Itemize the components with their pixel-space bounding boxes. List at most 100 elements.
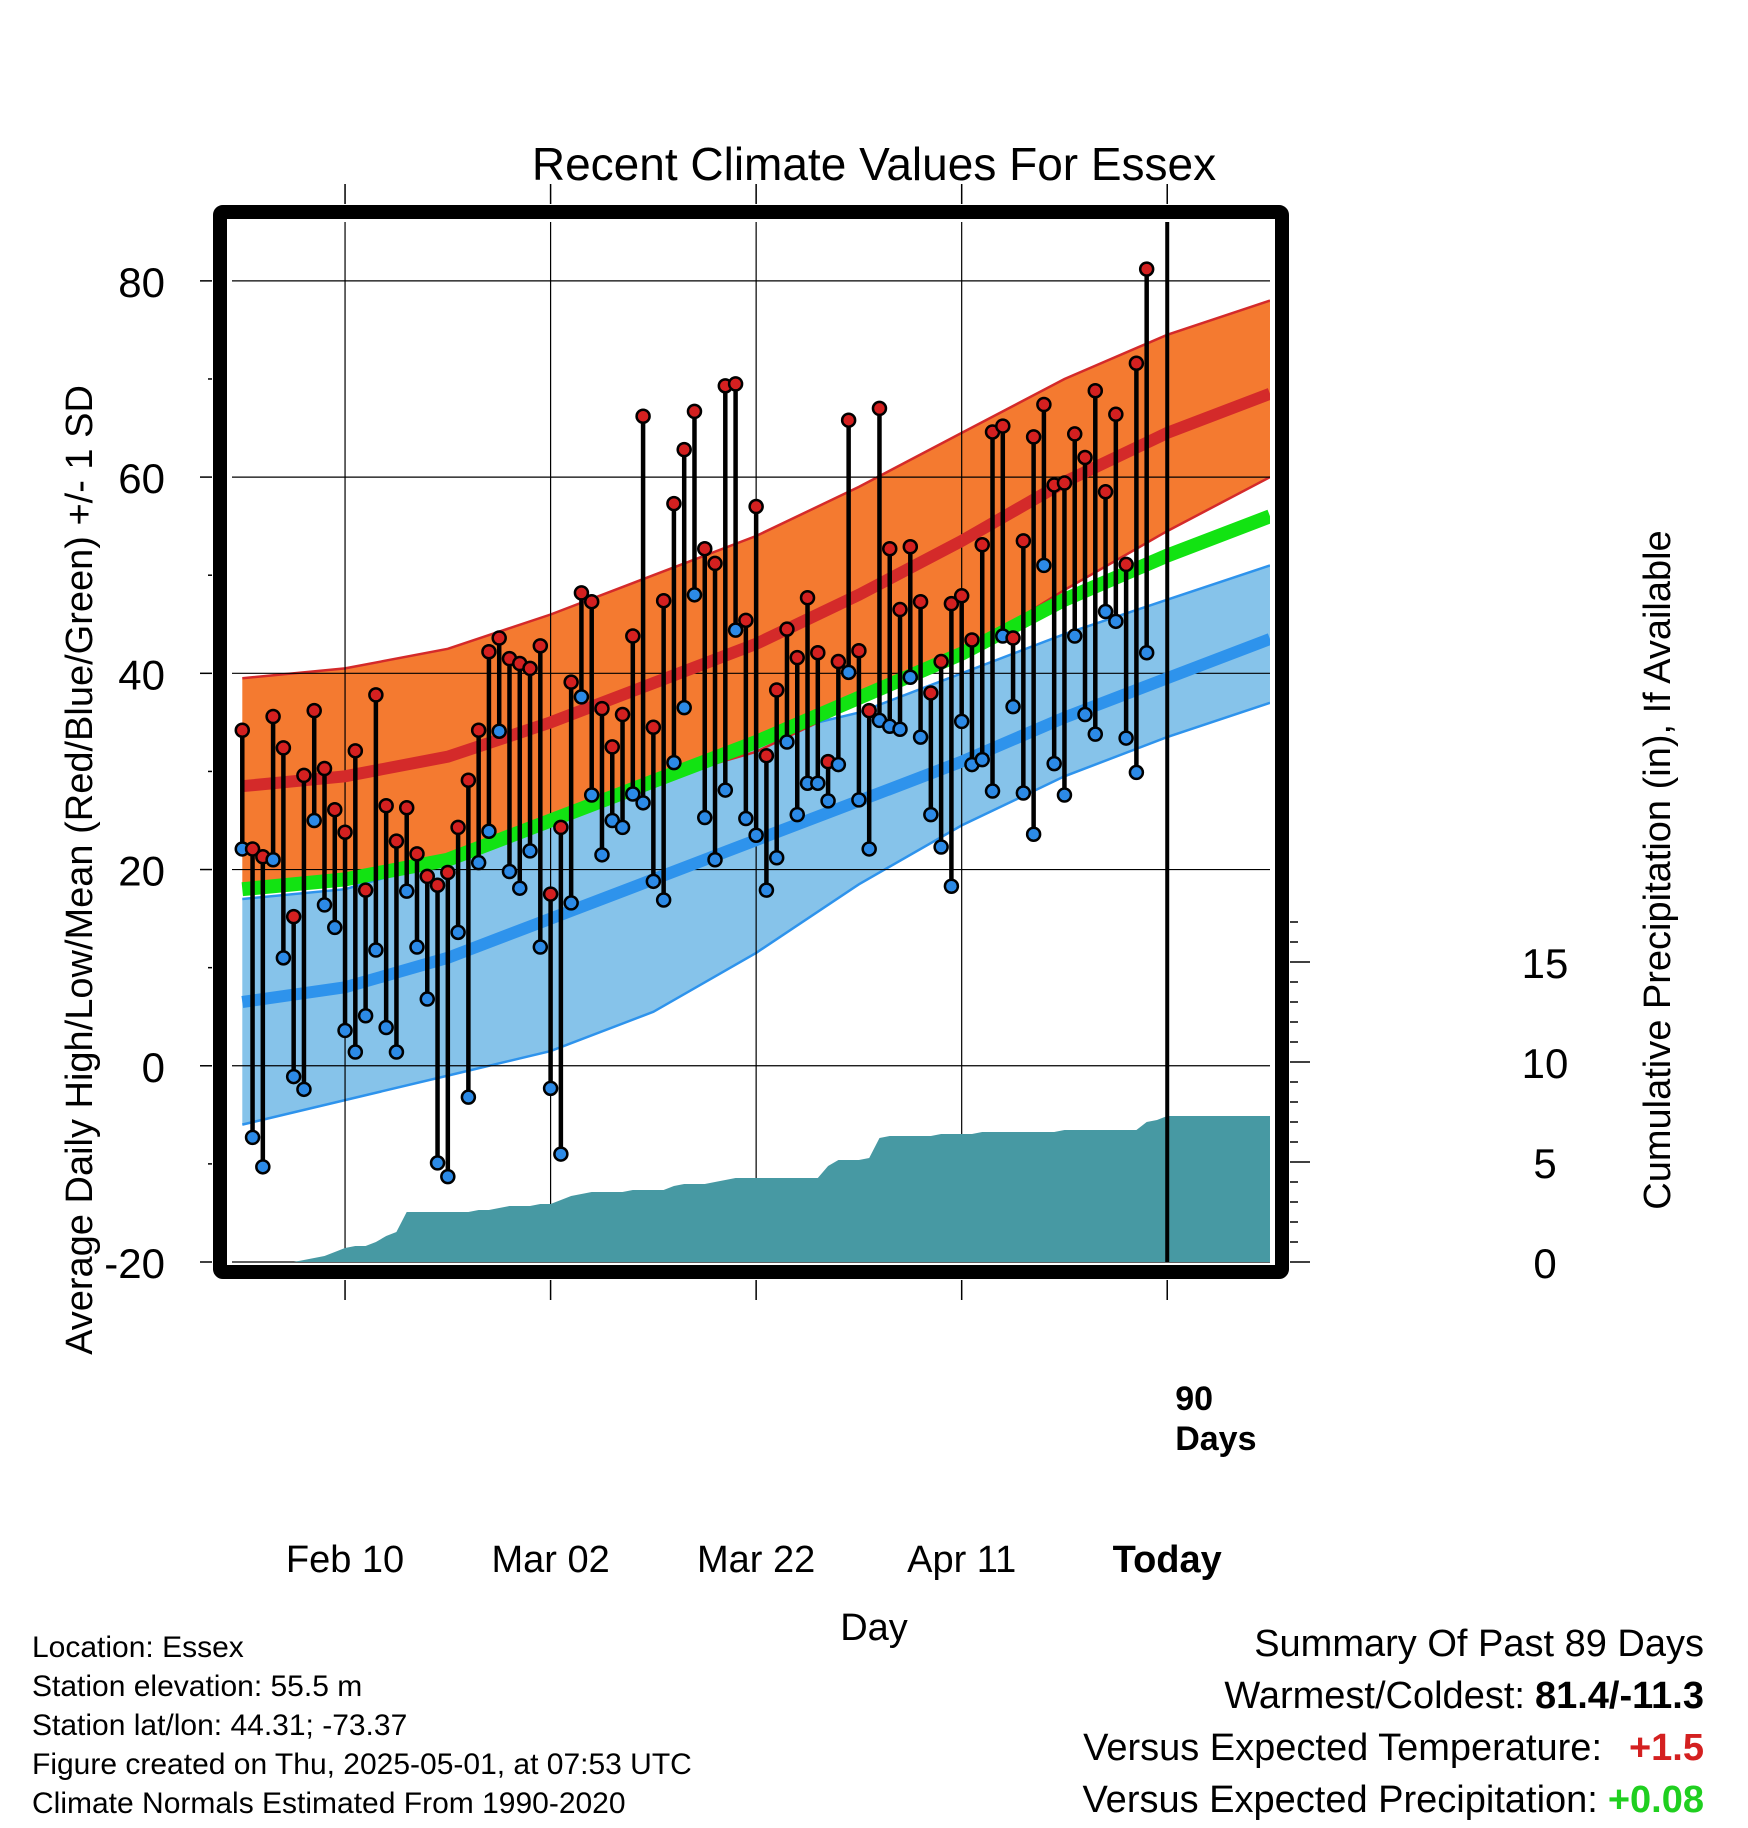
daily-low-point	[491, 723, 507, 739]
chart-title: Recent Climate Values For Essex	[532, 138, 1216, 190]
y-tick-label: 0	[142, 1044, 165, 1091]
daily-low-point	[1087, 726, 1104, 742]
daily-high-point	[450, 819, 466, 836]
daily-high-point	[1118, 556, 1134, 573]
daily-low-point	[337, 1022, 353, 1039]
daily-low-point	[902, 669, 919, 685]
daily-low-point	[892, 721, 908, 737]
daily-low-point	[244, 1129, 261, 1146]
daily-high-point	[738, 612, 754, 629]
x-tick-label: Apr 11	[907, 1539, 1016, 1581]
daily-high-point	[378, 798, 394, 814]
daily-high-point	[532, 638, 549, 654]
daily-high-point	[265, 708, 281, 725]
today-days-label-word: Days	[1175, 1420, 1256, 1458]
daily-high-point	[943, 595, 960, 612]
daily-low-point	[419, 991, 436, 1007]
daily-low-point	[1077, 706, 1093, 723]
daily-low-point	[707, 851, 723, 868]
daily-high-point	[666, 495, 682, 512]
y-tick-label: 40	[118, 651, 165, 698]
daily-high-point	[789, 649, 805, 666]
daily-low-point	[522, 843, 538, 859]
y-tick-label: 20	[118, 848, 165, 895]
daily-low-point	[1066, 628, 1083, 644]
daily-low-point	[1138, 644, 1155, 661]
x-axis-label: Day	[840, 1607, 908, 1649]
x-tick-label: Mar 02	[491, 1539, 609, 1581]
daily-high-point	[429, 877, 446, 893]
daily-low-point	[1005, 698, 1021, 715]
daily-high-point	[296, 767, 312, 784]
daily-high-point	[697, 540, 713, 557]
y-axis-label: Average Daily High/Low/Mean (Red/Blue/Gr…	[59, 385, 101, 1355]
daily-high-point	[563, 674, 579, 690]
daily-high-point	[779, 621, 795, 637]
daily-high-point	[810, 644, 826, 661]
daily-high-point	[902, 539, 919, 555]
x-tick-label: Feb 10	[286, 1539, 404, 1581]
daily-high-point	[953, 588, 970, 604]
daily-high-point	[1128, 355, 1145, 372]
daily-high-point	[1108, 406, 1124, 423]
daily-low-point	[676, 699, 692, 716]
y2-tick-label: 5	[1533, 1140, 1556, 1187]
created-text: Figure created on Thu, 2025-05-01, at 07…	[32, 1748, 692, 1781]
daily-low-point	[357, 1007, 374, 1024]
daily-low-point	[717, 782, 734, 798]
daily-low-point	[512, 880, 528, 896]
daily-low-point	[1097, 603, 1114, 620]
daily-high-point	[481, 643, 497, 660]
precip-anomaly-row: Versus Expected Precipitation: +0.08	[1082, 1774, 1704, 1826]
daily-high-point	[707, 555, 723, 572]
daily-low-point	[614, 819, 631, 836]
daily-high-point	[398, 799, 415, 816]
daily-high-point	[522, 660, 538, 677]
daily-high-point	[440, 864, 456, 881]
daily-high-point	[840, 412, 857, 428]
warm-cold-row: Warmest/Coldest: 81.4/-11.3	[1082, 1670, 1704, 1722]
precip-anomaly-value: +0.08	[1607, 1779, 1704, 1821]
daily-low-point	[296, 1081, 312, 1098]
daily-low-point	[573, 689, 590, 705]
daily-low-point	[1056, 787, 1073, 803]
warm-cold-label: Warmest/Coldest:	[1224, 1675, 1525, 1717]
daily-high-point	[275, 740, 292, 756]
daily-low-point	[974, 751, 990, 768]
daily-low-point	[851, 792, 867, 808]
normals-text: Climate Normals Estimated From 1990-2020	[32, 1787, 626, 1820]
temp-anomaly-value: +1.5	[1628, 1727, 1704, 1769]
daily-high-point	[244, 841, 261, 857]
daily-high-point	[347, 743, 364, 759]
cumulative-precip-area	[242, 1116, 1270, 1262]
daily-high-point	[1087, 383, 1104, 399]
y2-tick-label: 15	[1522, 940, 1569, 987]
daily-high-point	[871, 400, 888, 417]
daily-low-point	[347, 1044, 364, 1060]
y-tick-label: 60	[118, 455, 165, 502]
daily-high-point	[542, 886, 559, 902]
daily-low-point	[738, 810, 754, 827]
latlon-text: Station lat/lon: 44.31; -73.37	[32, 1709, 408, 1742]
daily-high-point	[676, 441, 692, 458]
temp-anomaly-row: Versus Expected Temperature: +1.5	[1082, 1722, 1704, 1774]
daily-low-point	[645, 873, 662, 890]
daily-high-point	[748, 498, 764, 515]
y2-tick-label: 0	[1533, 1240, 1556, 1287]
location-text: Location: Essex	[32, 1631, 244, 1664]
daily-low-point	[943, 878, 960, 894]
daily-high-point	[357, 882, 374, 898]
daily-high-point	[573, 585, 590, 601]
daily-low-point	[409, 939, 425, 955]
daily-low-point	[1046, 755, 1062, 772]
station-info: Location: Essex Station elevation: 55.5 …	[32, 1628, 692, 1823]
daily-high-point	[727, 376, 744, 392]
daily-low-point	[285, 1068, 302, 1085]
y-tick-label: 80	[118, 259, 165, 306]
daily-high-point	[553, 819, 569, 836]
daily-low-point	[933, 839, 949, 855]
daily-high-point	[604, 739, 621, 755]
daily-high-point	[614, 706, 631, 723]
daily-high-point	[686, 403, 703, 420]
